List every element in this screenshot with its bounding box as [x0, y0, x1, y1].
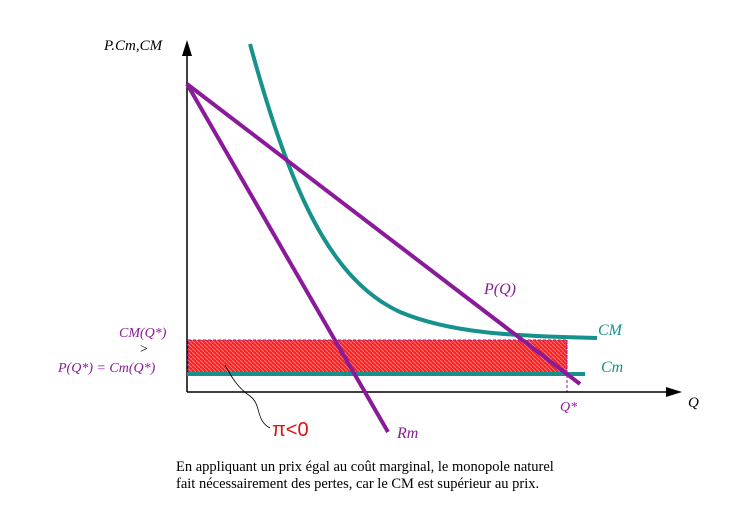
- marginal-revenue-label: Rm: [396, 425, 418, 442]
- caption-line-1: En appliquant un prix égal au coût margi…: [176, 459, 554, 475]
- q-star-label: Q*: [560, 400, 577, 415]
- x-axis-arrow: [666, 387, 682, 397]
- loss-area: [187, 339, 568, 374]
- average-cost-curve: [248, 43, 598, 340]
- demand-label: P(Q): [483, 281, 516, 298]
- marginal-cost-label: Cm: [601, 359, 623, 376]
- price-equals-mc-label: P(Q*) = Cm(Q*): [57, 361, 156, 376]
- greater-than-sign: >: [140, 342, 148, 357]
- average-cost-label: CM: [598, 322, 624, 339]
- y-axis-label: P.Cm,CM: [103, 38, 164, 54]
- loss-leader-line: [224, 364, 271, 429]
- loss-label: π<0: [272, 419, 309, 441]
- caption: En appliquant un prix égal au coût margi…: [176, 459, 716, 493]
- marginal-revenue-curve: [185, 82, 390, 434]
- x-axis-label: Q: [688, 395, 699, 411]
- caption-line-2: fait nécessairement des pertes, car le C…: [176, 476, 540, 492]
- avg-cost-at-q-label: CM(Q*): [119, 326, 167, 341]
- y-axis-arrow: [182, 40, 192, 56]
- demand-curve: [185, 82, 582, 386]
